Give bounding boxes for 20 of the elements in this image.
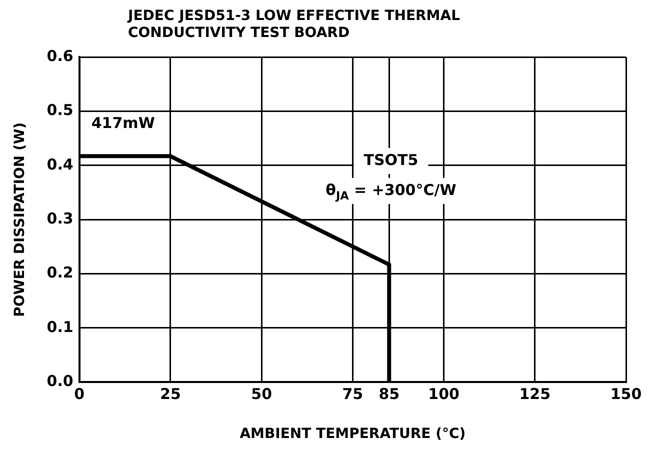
y-tick-label: 0.3	[46, 209, 74, 228]
y-tick-label: 0.6	[46, 46, 74, 65]
x-tick-label: 100	[428, 385, 460, 404]
y-axis-title: POWER DISSIPATION (W)	[12, 122, 28, 317]
y-tick-label: 0.1	[46, 318, 74, 336]
x-tick-label: 75	[342, 385, 364, 404]
x-tick-label: 125	[519, 385, 551, 404]
y-tick-label: 0.5	[46, 101, 74, 120]
y-tick-label: 0.0	[46, 372, 74, 390]
x-tick-label: 25	[160, 385, 181, 404]
x-tick-label: 50	[251, 385, 272, 404]
y-tick-label: 0.4	[46, 155, 74, 174]
chart-title: JEDEC JESD51-3 LOW EFFECTIVE THERMAL CONDUCTIVITY TEST BOARD	[128, 8, 461, 42]
x-tick-label: 85	[378, 385, 400, 404]
annotation: 417mW	[91, 114, 156, 132]
x-tick-label: 0	[74, 385, 85, 404]
x-axis-title: AMBIENT TEMPERATURE (°C)	[240, 426, 466, 442]
y-tick-label: 0.2	[46, 264, 74, 282]
annotation: TSOT5	[364, 151, 418, 169]
x-tick-label: 150	[610, 385, 642, 404]
